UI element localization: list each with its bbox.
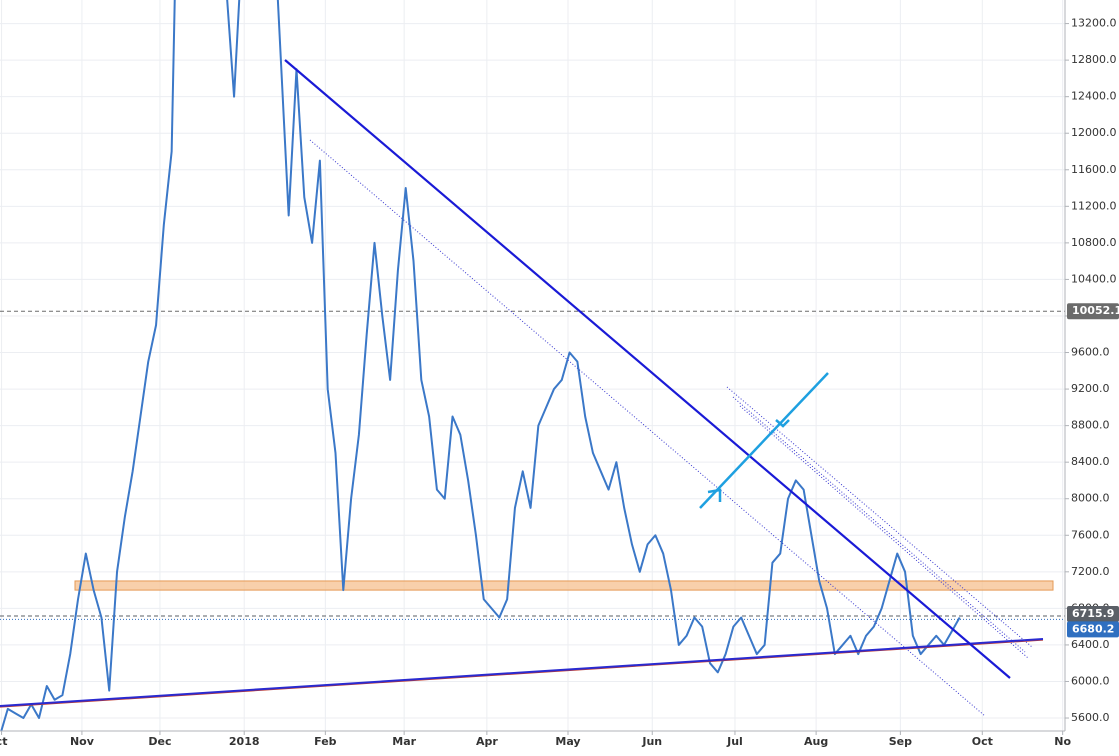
x-tick-label: No — [1054, 735, 1071, 748]
price-label: 10052.1 — [1072, 304, 1119, 317]
price-label-box — [1067, 303, 1119, 320]
y-tick-label: 9200.0 — [1071, 382, 1110, 395]
plot-area — [0, 0, 1065, 731]
y-tick-label: 13200.0 — [1071, 17, 1117, 30]
x-tick-label: Dec — [148, 735, 171, 748]
arrow-head — [775, 419, 790, 428]
x-tick-label: Aug — [804, 735, 828, 748]
y-tick-label: 11200.0 — [1071, 199, 1117, 212]
resistance-zone — [74, 580, 1054, 591]
y-tick-label: 12800.0 — [1071, 53, 1117, 66]
arrow-line — [699, 372, 829, 509]
y-tick-label: 12000.0 — [1071, 126, 1117, 139]
channel-line — [726, 386, 1033, 648]
y-tick-label: 9600.0 — [1071, 346, 1110, 359]
x-tick-label: Sep — [889, 735, 912, 748]
y-tick-label: 8400.0 — [1071, 455, 1110, 468]
x-tick-label: May — [555, 735, 580, 748]
y-tick-label: 12400.0 — [1071, 90, 1117, 103]
axes: 5600.06000.06400.06800.07200.07600.08000… — [0, 17, 1119, 748]
y-tick-label: 10400.0 — [1071, 272, 1117, 285]
price-label: 6715.9 — [1072, 607, 1114, 620]
y-tick-label: 7200.0 — [1071, 565, 1110, 578]
x-tick-label: 2018 — [229, 735, 260, 748]
y-tick-label: 7600.0 — [1071, 528, 1110, 541]
y-tick-label: 8800.0 — [1071, 419, 1110, 432]
x-tick-label: Feb — [314, 735, 337, 748]
drawings — [0, 59, 1044, 717]
x-tick-label: Jun — [641, 735, 662, 748]
x-tick-label: Mar — [392, 735, 416, 748]
price-label-box — [1067, 606, 1119, 623]
x-tick-label: ct — [0, 735, 7, 748]
y-tick-label: 5600.0 — [1071, 711, 1110, 724]
y-tick-label: 6400.0 — [1071, 638, 1110, 651]
x-tick-label: Apr — [476, 735, 498, 748]
price-label-box — [1067, 621, 1119, 638]
grid — [0, 0, 1065, 731]
price-line-series — [0, 0, 961, 731]
y-tick-label: 6000.0 — [1071, 674, 1110, 687]
price-label: 6680.2 — [1072, 622, 1114, 635]
channel-line — [739, 405, 1029, 659]
arrow-head — [707, 488, 722, 502]
x-tick-label: Jul — [726, 735, 743, 748]
channel-line — [309, 139, 986, 717]
y-tick-label: 10800.0 — [1071, 236, 1117, 249]
y-tick-label: 8000.0 — [1071, 492, 1110, 505]
x-tick-label: Nov — [70, 735, 95, 748]
y-tick-label: 11600.0 — [1071, 163, 1117, 176]
x-tick-label: Oct — [972, 735, 993, 748]
resistance-line — [284, 59, 1011, 679]
support-line — [0, 638, 1044, 707]
